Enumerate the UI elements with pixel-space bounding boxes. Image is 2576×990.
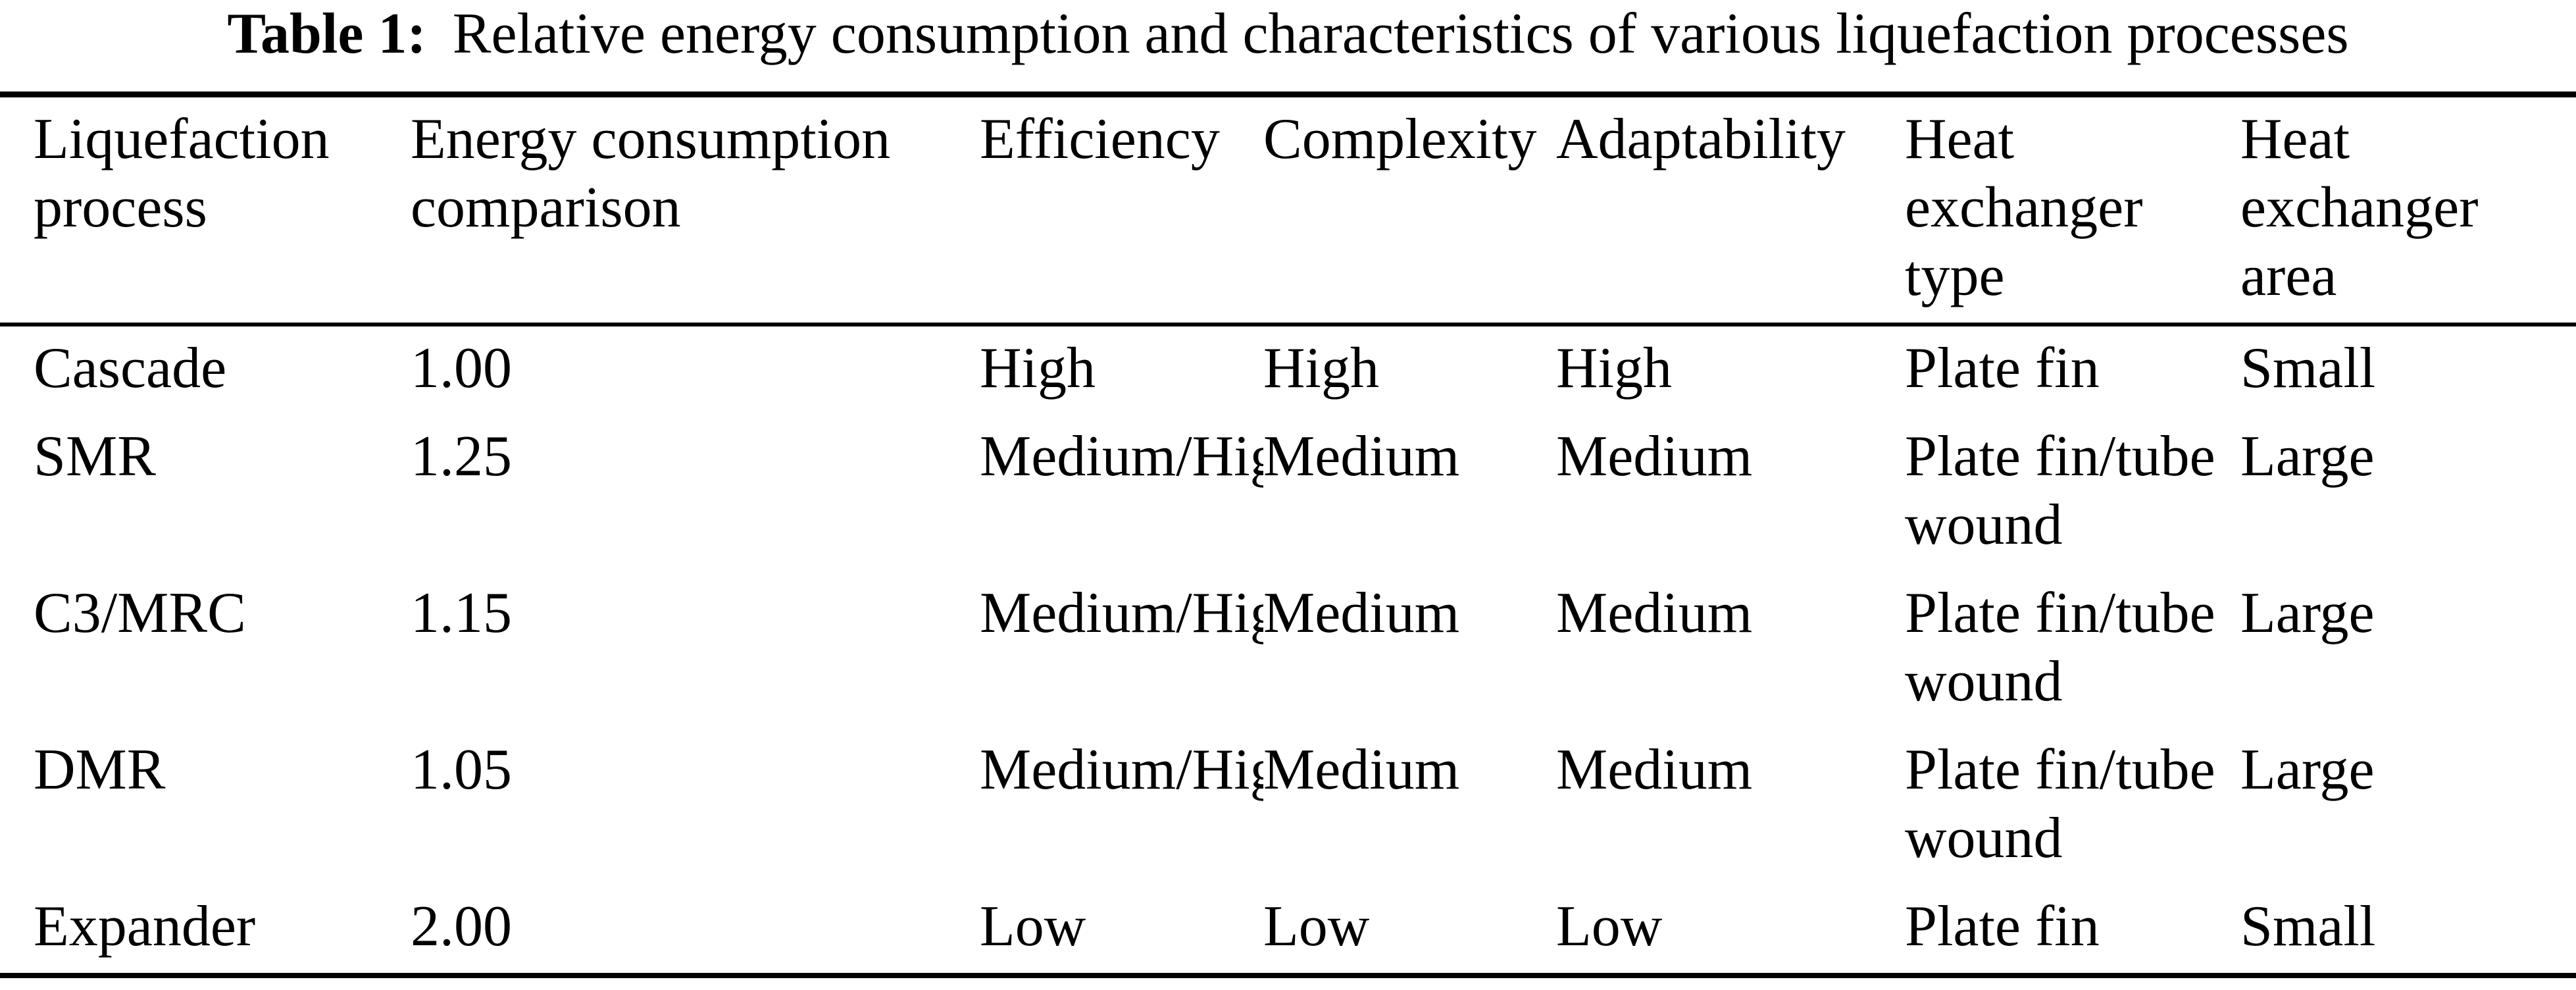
table-caption-label: Table 1: — [227, 2, 426, 66]
table-cell: Plate fin/tube wound — [1905, 581, 2215, 714]
table-cell: 2.00 — [411, 895, 512, 958]
table-cell: Plate fin — [1905, 895, 2100, 958]
header-cell-heat-exchanger-type: Heat exchanger type — [1905, 107, 2143, 308]
table-cell: Large — [2240, 581, 2375, 645]
header-cell-complexity: Complexity — [1263, 107, 1537, 171]
header-cell-heat-exchanger-area: Heat exchanger area — [2240, 107, 2479, 308]
table-cell: High — [1263, 336, 1379, 400]
table-cell: Medium/High — [980, 581, 1263, 645]
table-cell: Medium — [1263, 581, 1460, 645]
table-cell: Plate fin/tube wound — [1905, 738, 2215, 870]
header-cell-liquefaction-process: Liquefaction process — [34, 107, 330, 240]
header-cell-adaptability: Adaptability — [1556, 107, 1846, 171]
table-cell: Cascade — [34, 336, 227, 400]
table-cell: Medium — [1556, 738, 1753, 802]
table-cell: High — [1556, 336, 1672, 400]
table-cell: Large — [2240, 738, 2375, 802]
table-cell: C3/MRC — [34, 581, 246, 645]
table-row-dmr: DMR 1.05 Medium/High Medium Medium Plate… — [0, 728, 2576, 885]
table-cell: 1.15 — [411, 581, 512, 645]
table-cell: Plate fin/tube wound — [1905, 425, 2215, 557]
table-cell: Medium — [1263, 738, 1460, 802]
table-cell: 1.05 — [411, 738, 512, 802]
header-cell-energy-consumption-comparison: Energy consumption comparison — [411, 107, 891, 240]
table-cell: Medium — [1556, 581, 1753, 645]
table-cell: Low — [980, 895, 1086, 958]
table-cell: Expander — [34, 895, 256, 958]
table-cell: 1.25 — [411, 425, 512, 488]
table-row-expander: Expander 2.00 Low Low Low Plate fin Smal… — [0, 885, 2576, 976]
table-cell: Low — [1263, 895, 1370, 958]
table-cell: Large — [2240, 425, 2375, 488]
header-row: Liquefaction process Energy consumption … — [0, 95, 2576, 325]
table-cell: DMR — [34, 738, 166, 802]
table-cell: SMR — [34, 425, 156, 488]
table-row-smr: SMR 1.25 Medium/High Medium Medium Plate… — [0, 415, 2576, 571]
table-cell: Medium/High — [980, 738, 1263, 802]
table-row-cascade: Cascade 1.00 High High High Plate fin Sm… — [0, 325, 2576, 415]
table-cell: 1.00 — [411, 336, 512, 400]
table-caption-text: Relative energy consumption and characte… — [438, 2, 2349, 66]
table-row-c3mrc: C3/MRC 1.15 Medium/High Medium Medium Pl… — [0, 571, 2576, 728]
data-table: Liquefaction process Energy consumption … — [0, 91, 2576, 978]
table-cell: Medium — [1556, 425, 1753, 488]
table-cell: Small — [2240, 895, 2376, 958]
table-cell: Small — [2240, 336, 2376, 400]
header-cell-efficiency: Efficiency — [980, 107, 1220, 171]
table-cell: Medium/High — [980, 425, 1263, 488]
table-cell: Plate fin — [1905, 336, 2100, 400]
table-cell: High — [980, 336, 1096, 400]
table-cell: Low — [1556, 895, 1663, 958]
table-cell: Medium — [1263, 425, 1460, 488]
table-caption: Table 1: Relative energy consumption and… — [0, 0, 2576, 68]
